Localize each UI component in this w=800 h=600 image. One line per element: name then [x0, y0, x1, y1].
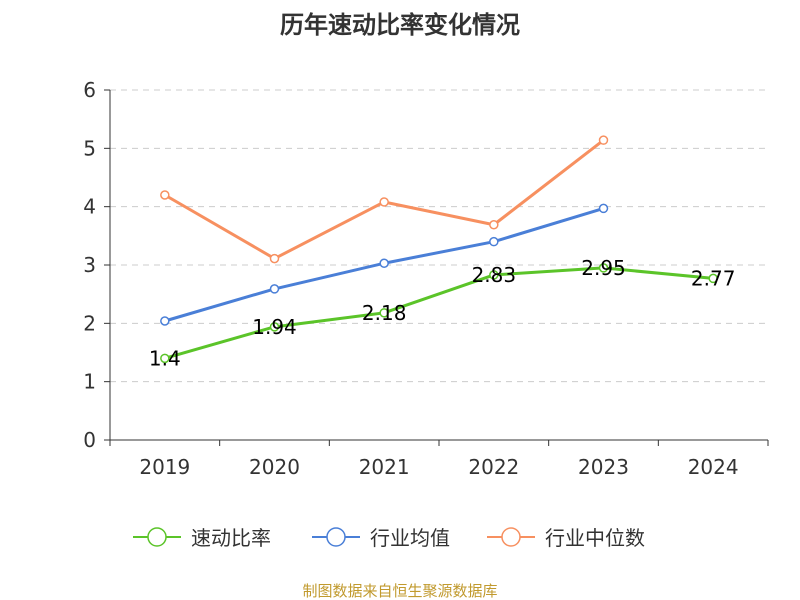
series-line-0	[163, 266, 715, 360]
y-tick-label: 6	[83, 78, 96, 102]
grid-lines	[110, 89, 768, 383]
data-label: 2.95	[581, 256, 626, 280]
y-tick-label: 0	[83, 428, 96, 452]
x-tick-label: 2019	[139, 455, 190, 479]
x-tick-label: 2021	[359, 455, 410, 479]
legend-marker	[501, 527, 521, 547]
data-point[interactable]	[269, 253, 280, 264]
data-point[interactable]	[160, 353, 170, 364]
data-point[interactable]	[269, 284, 280, 294]
axes: 0 1 2 3 4 5 6 2019 2020 2021 2022 2023 2024	[83, 78, 769, 479]
chart-title: 历年速动比率变化情况	[280, 11, 520, 39]
data-point[interactable]	[160, 190, 170, 200]
legend-item-1[interactable]: 行业均值	[312, 526, 450, 550]
x-tick-label: 2020	[249, 455, 300, 479]
legend-marker	[147, 527, 167, 547]
data-point[interactable]	[489, 220, 499, 230]
data-point[interactable]	[598, 135, 609, 145]
data-point[interactable]	[598, 203, 609, 214]
data-point[interactable]	[269, 322, 280, 332]
data-label: 2.77	[691, 266, 736, 290]
data-point[interactable]	[489, 236, 499, 247]
legend-label: 行业中位数	[545, 526, 645, 550]
legend-item-0[interactable]: 速动比率	[133, 526, 271, 550]
legend-item-2[interactable]: 行业中位数	[487, 526, 645, 550]
legend-label: 速动比率	[191, 526, 271, 550]
legend-label: 行业均值	[370, 526, 450, 550]
data-point[interactable]	[379, 258, 389, 268]
y-tick-label: 4	[83, 195, 96, 219]
y-tick-label: 1	[83, 370, 96, 394]
series-group	[160, 135, 718, 364]
x-tick-label: 2022	[468, 455, 519, 479]
y-tick-label: 2	[83, 311, 96, 335]
legend-marker	[326, 527, 346, 547]
data-point[interactable]	[598, 263, 609, 273]
legend[interactable]: 速动比率 行业均值 行业中位数	[133, 526, 645, 550]
data-point[interactable]	[489, 270, 499, 280]
y-tick-label: 5	[83, 136, 96, 160]
data-point[interactable]	[708, 273, 718, 284]
x-tick-label: 2023	[578, 455, 629, 479]
data-label: 2.18	[362, 301, 407, 325]
data-point[interactable]	[160, 316, 170, 326]
y-tick-label: 3	[83, 253, 96, 277]
data-label: 1.4	[149, 346, 181, 370]
source-note: 制图数据来自恒生聚源数据库	[302, 582, 497, 600]
data-label: 2.83	[472, 263, 517, 287]
data-labels: 1.4 1.94 2.18 2.83 2.95 2.77	[149, 256, 736, 370]
x-tick-label: 2024	[688, 455, 739, 479]
data-point[interactable]	[379, 197, 389, 207]
data-point[interactable]	[379, 308, 389, 318]
data-label: 1.94	[252, 315, 297, 339]
